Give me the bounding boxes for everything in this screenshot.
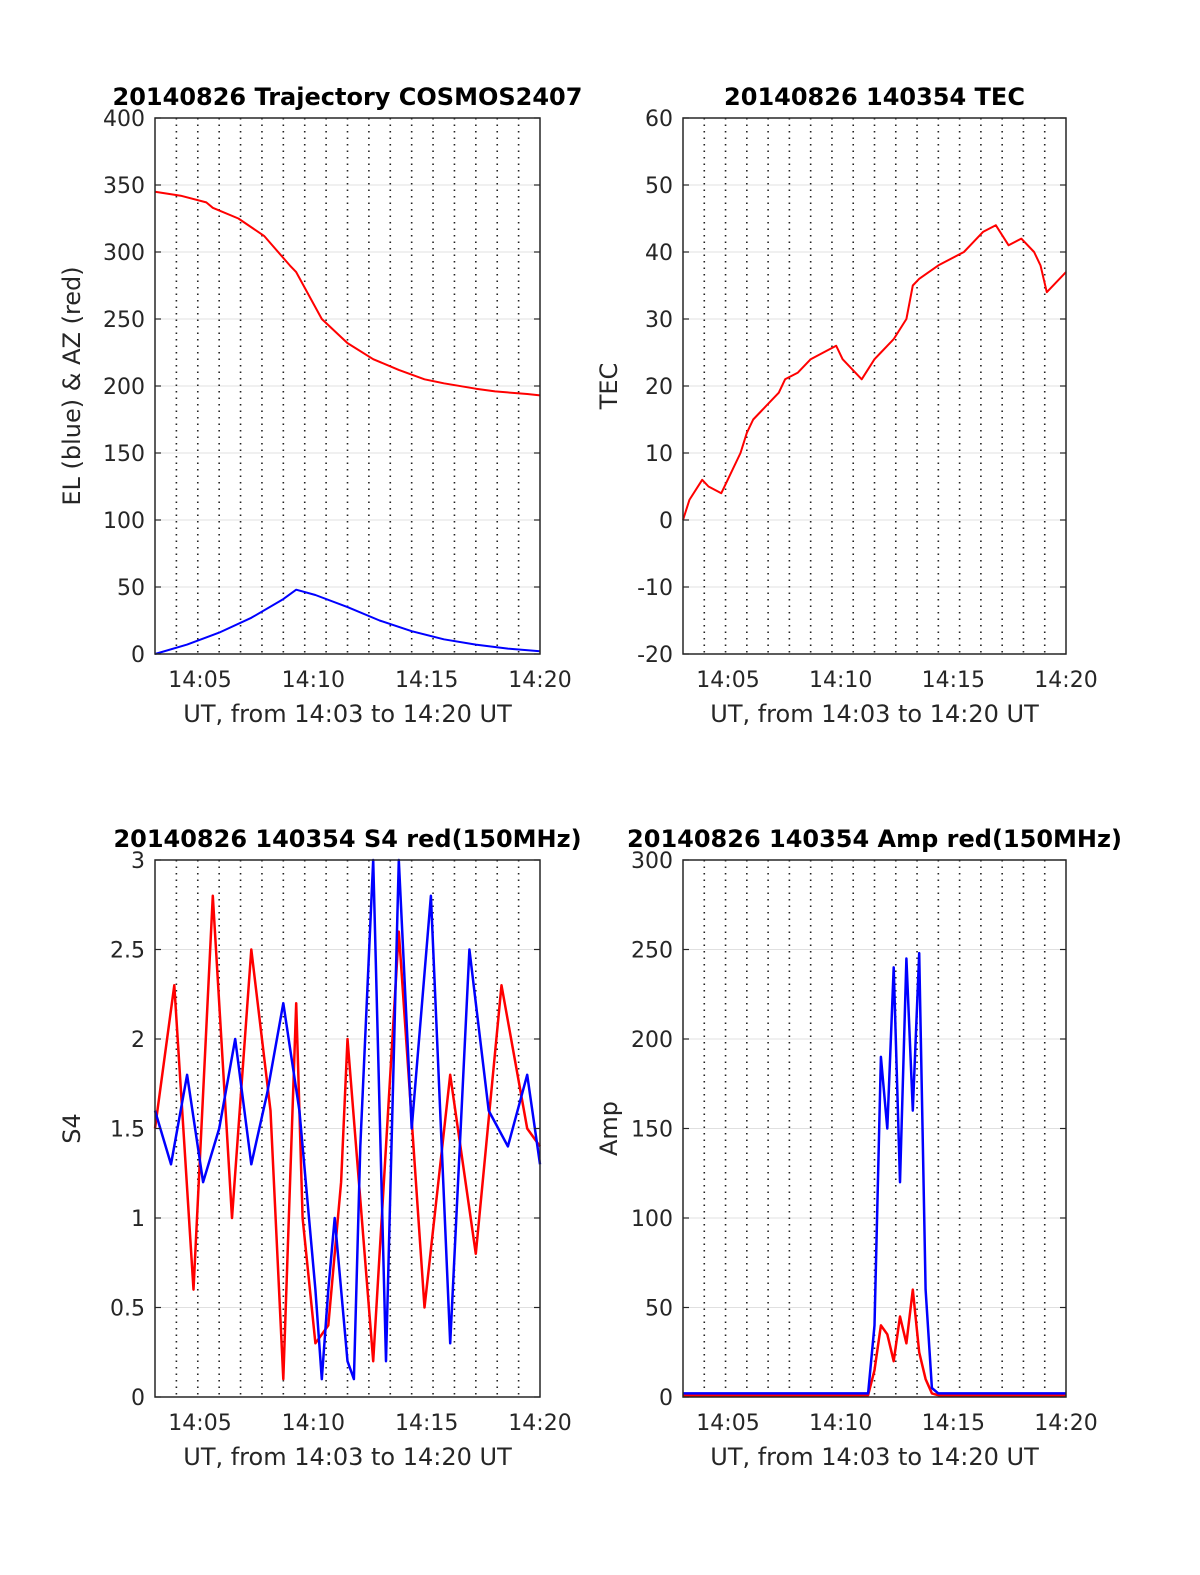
y-tick-label: 0	[659, 509, 673, 534]
x-tick-label: 14:20	[1034, 668, 1097, 693]
y-tick-label: 150	[103, 442, 145, 467]
tec-panel: -20 -10 0 10 20 30 40 50 60 14:05 14:10 14:15 14:20 2…	[595, 83, 1098, 728]
y-tick-label: 2	[131, 1028, 145, 1053]
x-tick-label: 14:05	[696, 668, 759, 693]
x-tick-label: 14:10	[809, 668, 872, 693]
x-axis-label: UT, from 14:03 to 14:20 UT	[183, 700, 512, 728]
y-tick-label: 150	[631, 1118, 673, 1143]
y-tick-label: 100	[631, 1207, 673, 1232]
chart-title: 20140826 140354 Amp red(150MHz)	[627, 825, 1122, 853]
x-tick-label: 14:15	[922, 1411, 985, 1436]
y-tick-label: 250	[631, 939, 673, 964]
x-tick-label: 14:05	[696, 1411, 759, 1436]
y-tick-label: 250	[103, 308, 145, 333]
s4-panel: 0 0.5 1 1.5 2 2.5 3 14:05 14:10 14:15 14:20 2014082…	[58, 825, 582, 1471]
x-tick-label: 14:15	[395, 1411, 458, 1436]
y-tick-label: 300	[103, 241, 145, 266]
chart-title: 20140826 Trajectory COSMOS2407	[113, 83, 583, 111]
series-line-0	[682, 224, 1067, 521]
x-axis-label: UT, from 14:03 to 14:20 UT	[183, 1443, 512, 1471]
x-tick-label: 14:15	[922, 668, 985, 693]
y-tick-label: 1	[131, 1207, 145, 1232]
y-axis-label: TEC	[595, 363, 623, 411]
y-tick-label: 0	[131, 643, 145, 668]
y-tick-label: 350	[103, 174, 145, 199]
y-tick-label: 200	[631, 1028, 673, 1053]
amp-panel: 0 50 100 150 200 250 300 14:05 14:10 14:15 14:20 20…	[595, 825, 1122, 1471]
y-tick-label: 400	[103, 107, 145, 132]
y-tick-label: 50	[117, 576, 145, 601]
series-line-0	[153, 894, 542, 1381]
x-tick-label: 14:20	[508, 1411, 571, 1436]
x-tick-label: 14:10	[282, 668, 345, 693]
y-tick-label: 50	[645, 1297, 673, 1322]
x-tick-label: 14:05	[168, 1411, 231, 1436]
x-tick-label: 14:20	[508, 668, 571, 693]
y-tick-label: 1.5	[110, 1118, 145, 1143]
y-tick-label: 0.5	[110, 1297, 145, 1322]
trajectory-panel: 0 50 100 150 200 250 300 350 400 14:05 14:10 14:15 1…	[58, 83, 582, 728]
x-tick-label: 14:10	[282, 1411, 345, 1436]
x-tick-label: 14:15	[395, 668, 458, 693]
series-line-1	[683, 951, 1066, 1395]
y-tick-label: 2.5	[110, 939, 145, 964]
y-tick-label: 3	[131, 849, 145, 874]
y-tick-label: 50	[645, 174, 673, 199]
series-line-0	[683, 1288, 1066, 1397]
y-tick-label: 100	[103, 509, 145, 534]
y-tick-label: 0	[131, 1386, 145, 1411]
x-axis-label: UT, from 14:03 to 14:20 UT	[710, 700, 1039, 728]
y-tick-label: 0	[659, 1386, 673, 1411]
y-tick-label: 20	[645, 375, 673, 400]
y-tick-label: 200	[103, 375, 145, 400]
y-tick-label: 10	[645, 442, 673, 467]
chart-title: 20140826 140354 TEC	[724, 83, 1025, 111]
y-tick-label: 300	[631, 849, 673, 874]
series-line-0	[154, 190, 541, 397]
y-tick-label: 40	[645, 241, 673, 266]
series-line-1	[153, 858, 542, 1381]
y-tick-label: 60	[645, 107, 673, 132]
y-tick-label: 30	[645, 308, 673, 333]
y-tick-label: -20	[637, 643, 673, 668]
y-axis-label: EL (blue) & AZ (red)	[58, 266, 86, 505]
y-axis-label: S4	[58, 1113, 86, 1144]
y-axis-label: Amp	[595, 1101, 623, 1156]
chart-title: 20140826 140354 S4 red(150MHz)	[113, 825, 581, 853]
x-tick-label: 14:10	[809, 1411, 872, 1436]
x-axis-label: UT, from 14:03 to 14:20 UT	[710, 1443, 1039, 1471]
series-line-1	[154, 588, 541, 655]
x-tick-label: 14:05	[168, 668, 231, 693]
x-tick-label: 14:20	[1034, 1411, 1097, 1436]
y-tick-label: -10	[637, 576, 673, 601]
